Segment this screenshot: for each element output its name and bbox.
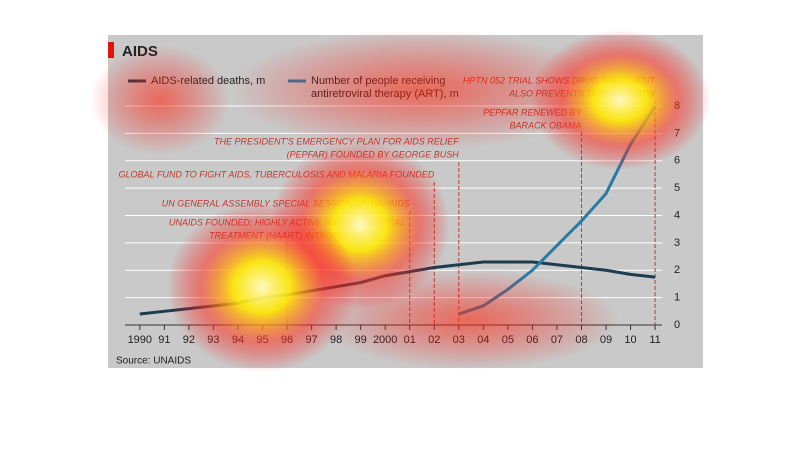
annotation-text: UNAIDS FOUNDED; HIGHLY ACTIVE ANTI-RETRO… [169,217,405,227]
x-tick-label: 97 [305,334,317,346]
legend-label: antiretroviral therapy (ART), m [311,88,459,100]
x-tick-label: 09 [600,334,612,346]
x-tick-label: 92 [183,334,195,346]
y-tick-label: 8 [674,100,680,112]
annotation-text: (PEPFAR) FOUNDED BY GEORGE BUSH [287,149,460,159]
x-tick-label: 04 [477,334,489,346]
x-tick-label: 06 [526,334,538,346]
x-tick-label: 08 [575,334,587,346]
y-tick-label: 2 [674,264,680,276]
y-tick-label: 5 [674,182,680,194]
y-tick-label: 1 [674,292,680,304]
annotation-text: HPTN 052 TRIAL SHOWS DRUG TREATMENT [463,75,657,85]
x-tick-label: 99 [355,334,367,346]
x-tick-label: 10 [624,334,636,346]
y-tick-label: 7 [674,127,680,139]
x-tick-label: 94 [232,334,244,346]
x-tick-label: 07 [551,334,563,346]
x-tick-label: 96 [281,334,293,346]
annotation-text: BARACK OBAMA [509,120,581,130]
annotation-text: ALSO PREVENTS TRANSMISSION [508,88,656,98]
x-tick-label: 05 [502,334,514,346]
y-tick-label: 6 [674,155,680,167]
x-tick-label: 03 [453,334,465,346]
x-tick-label: 01 [404,334,416,346]
x-tick-label: 02 [428,334,440,346]
legend-label: AIDS-related deaths, m [151,75,265,87]
annotation-text: UN GENERAL ASSEMBLY SPECIAL SESSION ON H… [162,198,410,208]
source: Source: UNAIDS [116,356,191,367]
annotation-text: THE PRESIDENT'S EMERGENCY PLAN FOR AIDS … [214,136,459,146]
x-tick-label: 1990 [128,334,152,346]
x-tick-label: 95 [256,334,268,346]
title-marker [108,42,114,58]
x-tick-label: 93 [207,334,219,346]
annotation-text: TREATMENT (HAART) INTRODUCED [209,230,365,240]
y-tick-label: 4 [674,209,680,221]
legend-label: Number of people receiving [311,75,446,87]
x-tick-label: 11 [649,334,660,346]
x-tick-label: 98 [330,334,342,346]
x-tick-label: 91 [158,334,170,346]
annotation-text: PEPFAR RENEWED BY [483,107,582,117]
chart-title: AIDS [122,43,158,60]
x-tick-label: 2000 [373,334,397,346]
annotation-text: GLOBAL FUND TO FIGHT AIDS, TUBERCULOSIS … [119,169,435,179]
y-tick-label: 0 [674,319,680,331]
y-tick-label: 3 [674,237,680,249]
